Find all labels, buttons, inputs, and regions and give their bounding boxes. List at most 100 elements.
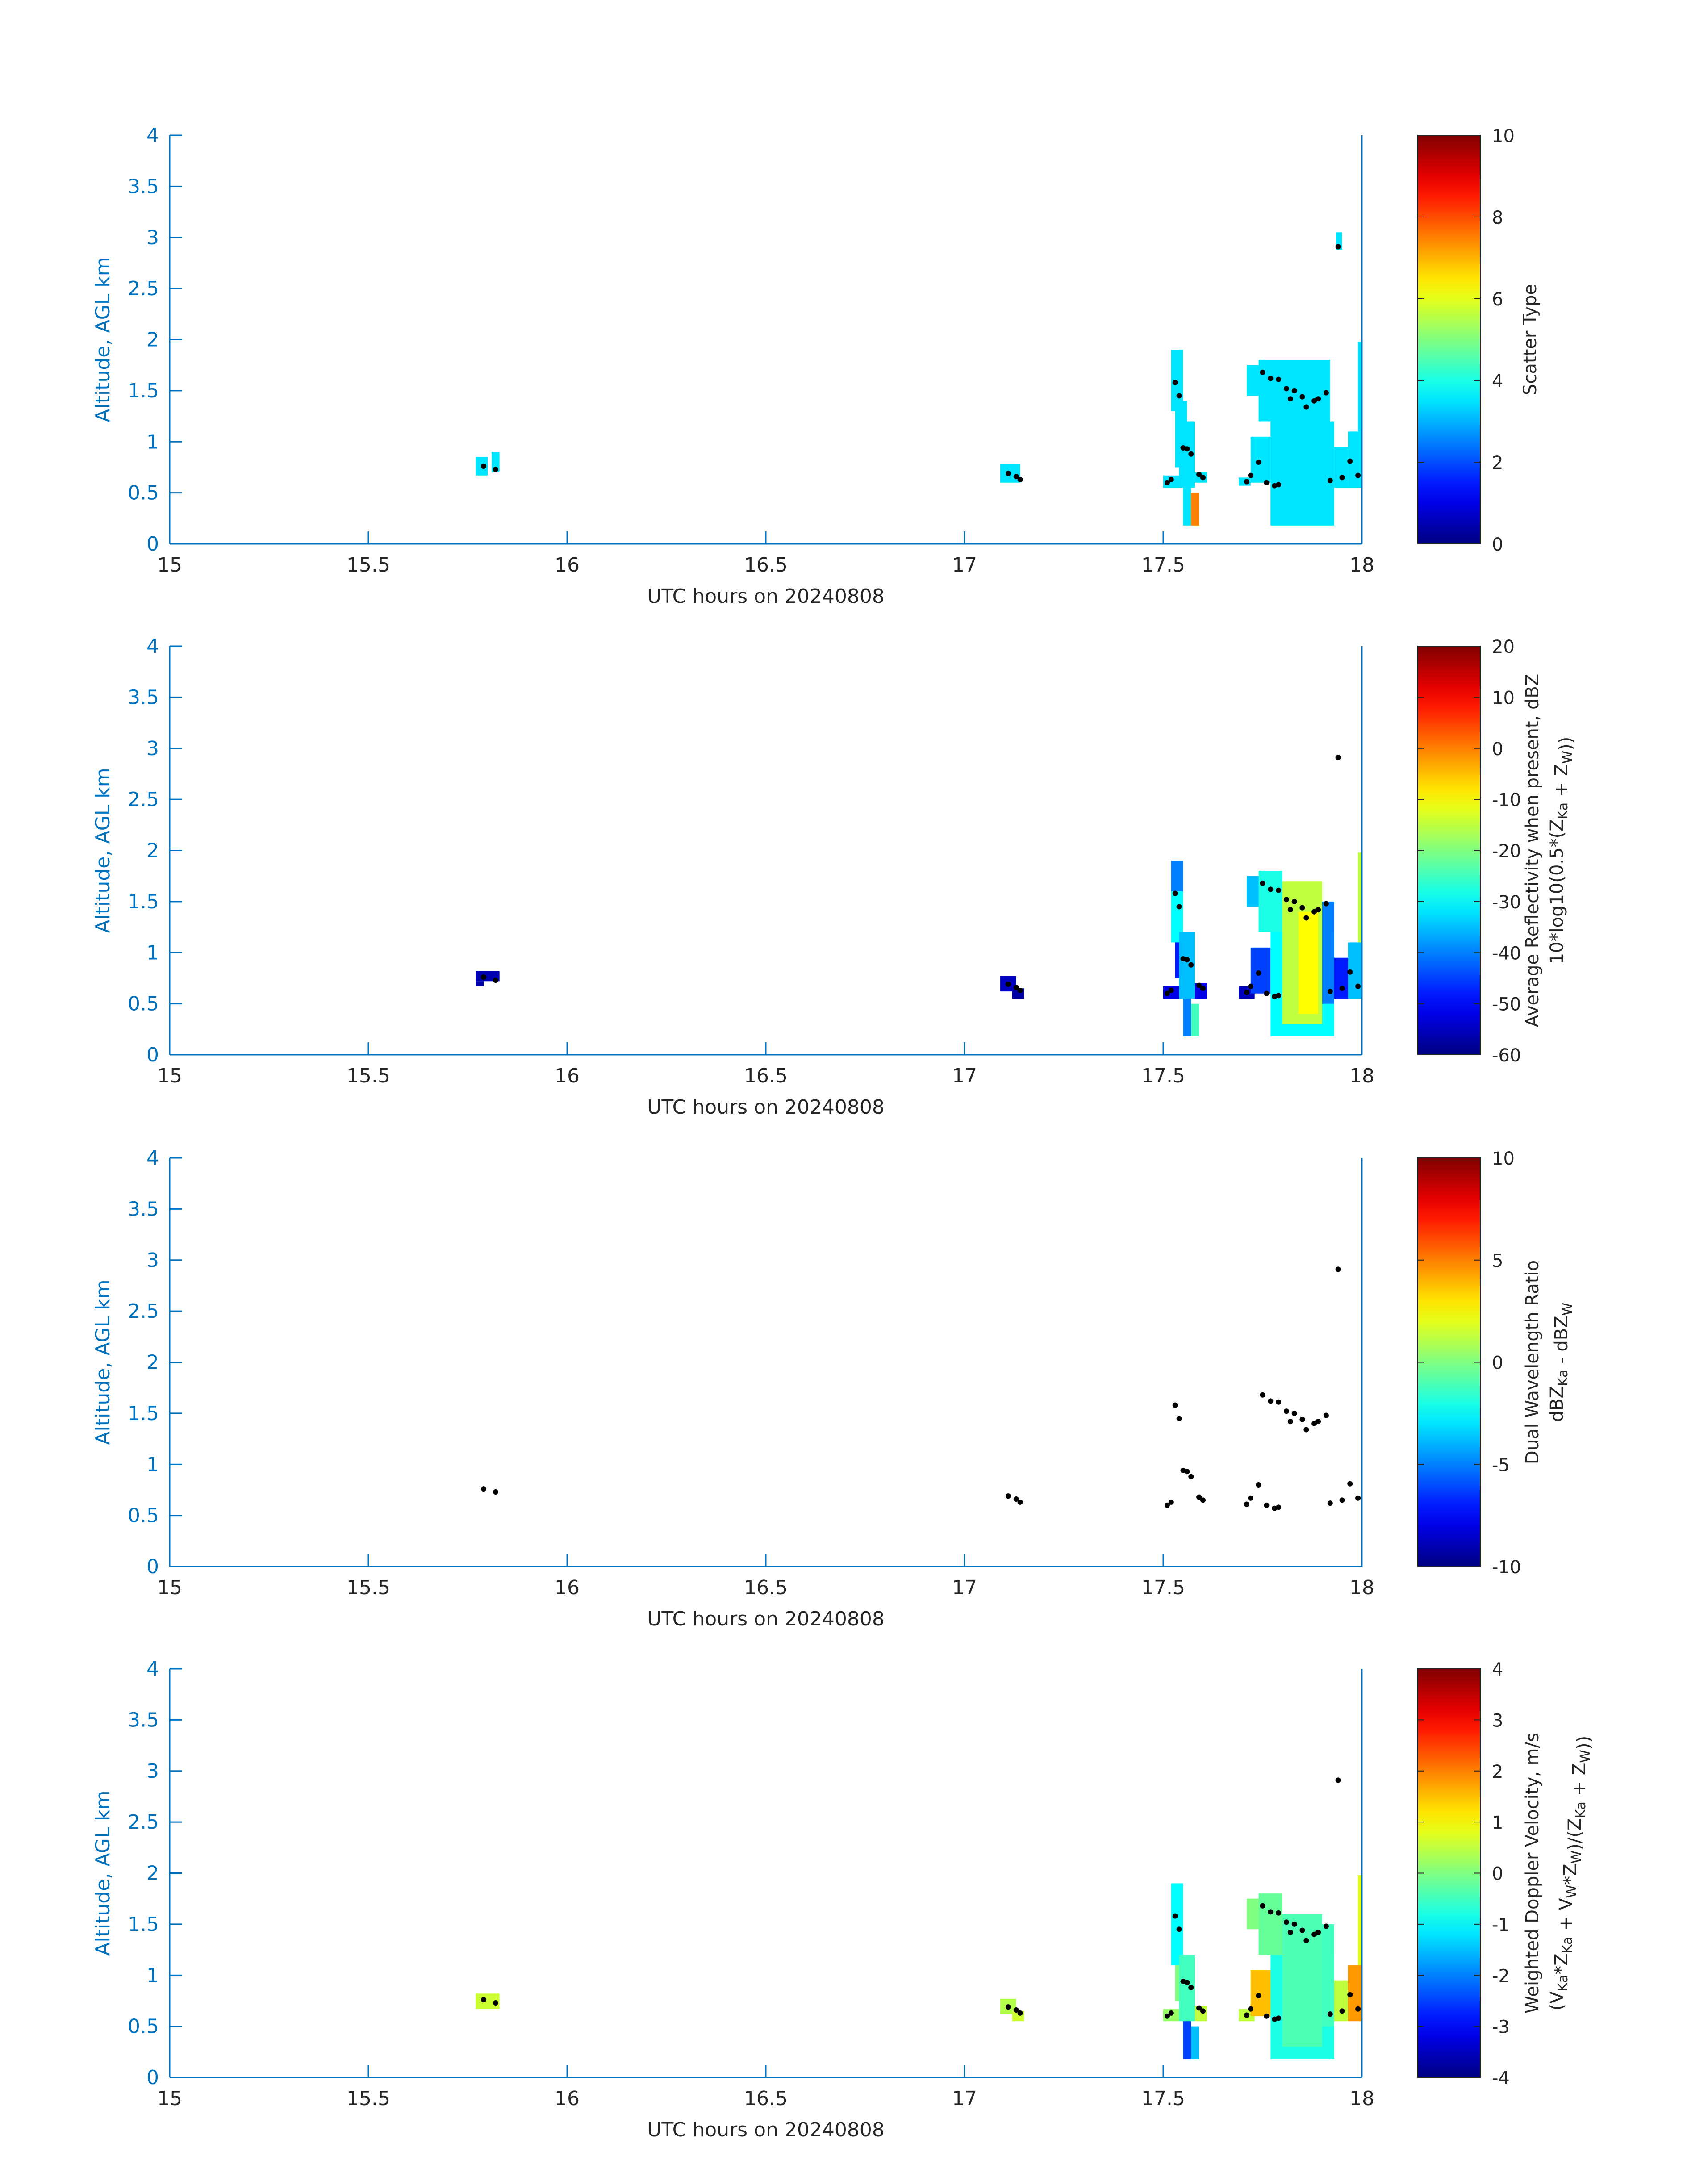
heatmap-cell [1334, 957, 1348, 999]
data-point [1244, 990, 1249, 995]
data-point [1311, 1931, 1317, 1937]
x-tick-label: 18 [1349, 2087, 1374, 2110]
colorbar-tick-label: 5 [1492, 1251, 1503, 1271]
colorbar-tick-label: 1 [1492, 1813, 1503, 1833]
data-point [1248, 472, 1253, 478]
colorbar-label: Weighted Doppler Velocity, m/s [1522, 1733, 1543, 2014]
data-point [1184, 446, 1190, 452]
colorbar-label: 10*log10(0.5*(ZKa + ZW)) [1547, 737, 1576, 965]
heatmap-cell [1334, 1980, 1348, 2022]
panel-1: 15 15.5 16 16.5 17 17.5 18 0 0.5 1 1.5 2 2.5 3 3.5 4 UTC… [92, 124, 1541, 608]
data-point [1005, 2004, 1011, 2010]
data-point [1323, 901, 1329, 907]
data-point [1013, 2007, 1019, 2013]
data-point [1200, 2008, 1206, 2014]
data-point [493, 467, 498, 472]
x-tick-label: 17.5 [1141, 554, 1185, 577]
data-point [1339, 1497, 1345, 1503]
data-point [1164, 2013, 1170, 2019]
x-tick-label: 15 [157, 1065, 182, 1087]
colorbar-tick-label: -10 [1492, 790, 1521, 811]
colorbar-label: dBZKa - dBZW [1547, 1303, 1575, 1422]
x-tick-label: 16 [555, 2087, 580, 2110]
heatmap-cell [1322, 901, 1334, 1004]
data-point [1176, 904, 1182, 910]
data-point [1005, 982, 1011, 987]
y-tick-label: 0.5 [128, 482, 159, 505]
colorbar-tick-label: 10 [1492, 688, 1515, 708]
x-tick-label: 17 [952, 1576, 977, 1599]
colorbar-tick-label: -50 [1492, 994, 1521, 1015]
data-point [1327, 1500, 1333, 1506]
colorbar-tick-label: -1 [1492, 1915, 1510, 1935]
data-point [1355, 983, 1361, 989]
y-tick-label: 2.5 [128, 277, 159, 300]
colorbar [1417, 135, 1481, 544]
colorbar-tick-label: 20 [1492, 637, 1515, 657]
y-tick-label: 3 [146, 1760, 159, 1783]
data-point [1276, 2015, 1282, 2021]
data-point [1283, 897, 1289, 903]
data-point [1355, 1495, 1361, 1501]
data-point [1005, 471, 1011, 476]
data-point [1291, 898, 1297, 904]
data-point [1311, 398, 1317, 404]
y-tick-label: 3 [146, 737, 159, 760]
data-point [1291, 1410, 1297, 1416]
data-point [1017, 2010, 1023, 2016]
y-tick-label: 2.5 [128, 788, 159, 811]
y-tick-label: 1 [146, 430, 159, 453]
data-point [1264, 990, 1270, 996]
data-point [1168, 1499, 1174, 1505]
data-point [1335, 755, 1341, 760]
y-tick-label: 1.5 [128, 1402, 159, 1425]
data-point [1287, 396, 1293, 402]
y-tick-label: 0 [146, 533, 159, 556]
data-point [1276, 887, 1282, 893]
data-point [1176, 1926, 1182, 1932]
colorbar-tick-label: -4 [1492, 2068, 1510, 2089]
data-point [1339, 475, 1345, 481]
data-point [1260, 369, 1265, 375]
data-point [1172, 1402, 1178, 1408]
y-axis-label: Altitude, AGL km [92, 768, 114, 933]
data-point [1164, 990, 1170, 996]
colorbar-tick-label: -40 [1492, 943, 1521, 964]
data-point [1268, 376, 1274, 381]
colorbar-tick-label: -60 [1492, 1045, 1521, 1066]
data-point [1283, 1408, 1289, 1414]
colorbar-tick-label: 0 [1492, 1353, 1503, 1374]
data-point [1244, 479, 1249, 485]
heatmap-cell [1358, 342, 1362, 432]
colorbar-tick-label: -2 [1492, 1966, 1510, 1986]
data-point [1287, 1419, 1293, 1425]
y-tick-label: 2 [146, 1351, 159, 1374]
data-point [1347, 458, 1353, 464]
heatmap-cell [476, 981, 484, 986]
colorbar-tick-label: 4 [1492, 371, 1503, 392]
y-tick-label: 0 [146, 1555, 159, 1578]
heatmap-cell [1171, 861, 1183, 891]
x-tick-label: 16 [555, 1065, 580, 1087]
y-tick-label: 0 [146, 1044, 159, 1066]
data-point [1287, 1930, 1293, 1935]
y-tick-label: 0.5 [128, 2015, 159, 2038]
y-tick-label: 3 [146, 226, 159, 249]
data-point [1268, 1909, 1274, 1915]
data-point [1256, 1993, 1261, 1998]
colorbar-tick-label: 3 [1492, 1710, 1503, 1731]
data-point [1244, 1501, 1249, 1507]
colorbar [1417, 1157, 1481, 1567]
x-tick-label: 15.5 [347, 2087, 390, 2110]
data-point [1017, 1499, 1023, 1505]
data-point [1339, 2008, 1345, 2014]
data-point [1200, 986, 1206, 991]
heatmap-cell [1183, 999, 1191, 1036]
y-tick-label: 3 [146, 1249, 159, 1272]
colorbar-tick-label: 4 [1492, 1659, 1503, 1680]
data-point [1268, 886, 1274, 892]
colorbar-label: Scatter Type [1520, 284, 1541, 395]
data-point [1164, 480, 1170, 485]
colorbar-tick-label: -30 [1492, 892, 1521, 913]
